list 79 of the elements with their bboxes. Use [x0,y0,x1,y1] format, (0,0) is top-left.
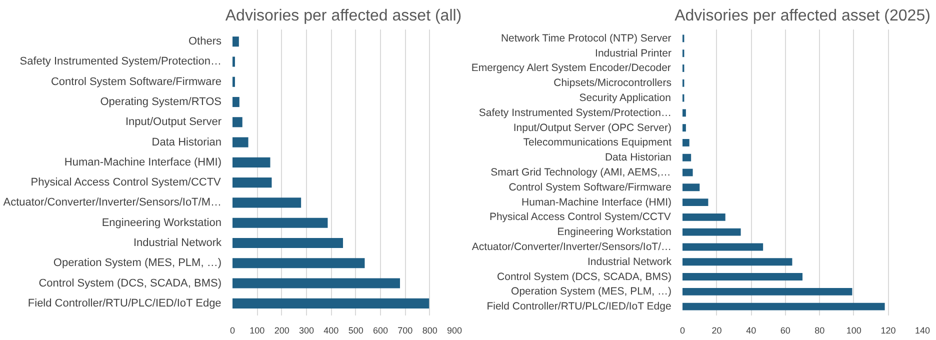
bar [682,154,692,162]
y-tick-label: Human-Machine Interface (HMI) [522,196,672,208]
y-tick-label: Safety Instrumented System/Protection… [20,56,222,68]
x-tick-label: 80 [814,326,825,336]
y-tick-label: Control System (DCS, SCADA, BMS) [38,277,222,290]
x-tick-label: 100 [846,326,862,336]
chart-title: Advisories per affected asset (all) [225,8,462,24]
bar [682,273,802,280]
y-tick-label: Engineering Workstation [557,226,672,238]
bar [682,213,726,221]
bar [682,138,690,146]
y-tick-label: Others [188,36,222,48]
y-tick-label: Industrial Printer [595,47,672,60]
y-tick-label: Network Time Protocol (NTP) Server [500,32,672,44]
x-tick-label: 400 [324,326,339,336]
y-tick-label: Actuator/Converter/Inverter/Sensors/IoT/M… [3,196,222,209]
bar [232,218,328,228]
y-tick-label: Input/Output Server [126,116,222,128]
bar [232,178,272,188]
bar [682,288,852,296]
bar [682,198,708,206]
y-tick-label: Human-Machine Interface (HMI) [64,156,222,168]
y-tick-label: Field Controller/RTU/PLC/IED/IoT Edge [28,297,222,310]
y-tick-label: Chipsets/Microcontrollers [554,77,672,90]
x-tick-label: 40 [746,326,756,336]
y-tick-label: Safety Instrumented System/Protection… [478,106,672,119]
y-tick-label: Operation System (MES, PLM, …) [53,257,222,270]
y-tick-label: Control System Software/Firmware [50,76,222,88]
y-tick-label: Data Historian [604,152,672,164]
bar [232,238,344,248]
y-tick-label: Operating System/RTOS [100,96,222,108]
x-tick-label: 600 [372,326,388,336]
bar [232,137,248,148]
x-tick-label: 140 [914,326,930,336]
bar [232,298,430,308]
bar [682,302,885,310]
bar [232,198,302,208]
x-tick-label: 120 [880,326,896,336]
x-tick-label: 700 [398,326,413,336]
bar [232,157,270,168]
bar [682,184,700,192]
bar [682,243,764,251]
y-tick-label: Industrial Network [133,236,222,249]
x-tick-label: 60 [780,326,790,336]
bar [232,278,400,288]
y-tick-label: Actuator/Converter/Inverter/Sensors/IoT/… [472,240,672,253]
y-tick-label: Industrial Network [587,256,672,268]
y-tick-label: Emergency Alert System Encoder/Decoder [471,62,672,74]
bar [682,258,792,266]
bar [232,117,242,128]
y-tick-label: Data Historian [152,136,222,148]
y-tick-label: Control System Software/Firmware [508,181,672,194]
bar [232,258,365,268]
y-tick-label: Operation System (MES, PLM, …) [511,286,672,298]
x-tick-label: 300 [298,326,314,336]
y-tick-label: Smart Grid Technology (AMI, AEMS,… [490,166,671,178]
y-tick-label: Physical Access Control System/CCTV [30,176,222,189]
bar [232,36,239,47]
y-tick-label: Engineering Workstation [102,216,222,229]
y-tick-label: Control System (DCS, SCADA, BMS) [497,270,672,283]
y-tick-label: Security Application [579,92,672,104]
bar [682,168,693,176]
y-tick-label: Physical Access Control System/CCTV [489,211,671,224]
bar [682,109,686,117]
y-tick-label: Input/Output Server (OPC Server) [513,122,672,134]
bar [232,96,240,108]
y-tick-label: Telecommunications Equipment [523,136,672,149]
x-tick-label: 0 [230,326,236,336]
x-tick-label: 800 [422,326,438,336]
x-tick-label: 200 [274,326,290,336]
bar [682,228,741,236]
x-tick-label: 0 [680,326,686,336]
chart-title: Advisories per affected asset (2025) [674,8,930,24]
x-tick-label: 100 [250,326,265,336]
y-tick-label: Field Controller/RTU/PLC/IED/IoT Edge [486,300,672,313]
x-tick-label: 20 [712,326,722,336]
bar [682,124,686,132]
x-tick-label: 900 [446,326,462,336]
x-tick-label: 500 [348,326,364,336]
